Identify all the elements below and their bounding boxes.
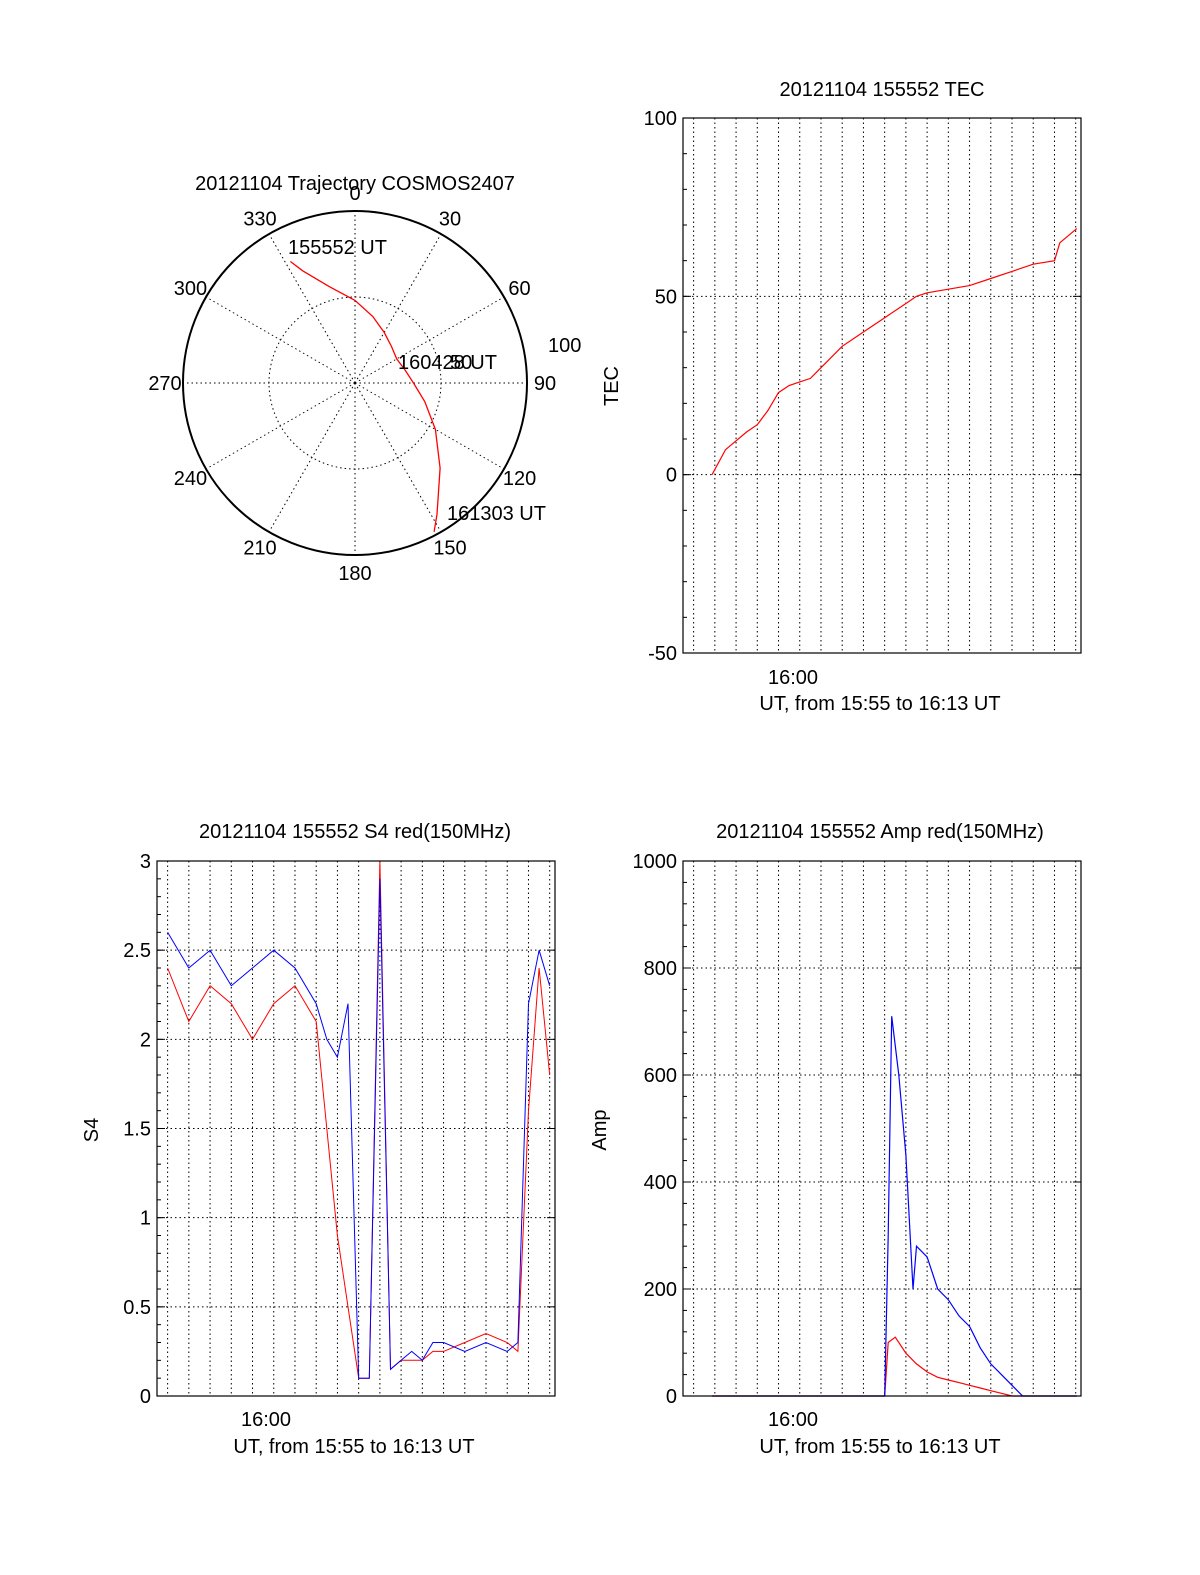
amp-y-axis-label: Amp <box>589 1109 611 1150</box>
trajectory-angle-label: 30 <box>439 208 461 230</box>
amp-y-ticks: 1000 800 600 400 200 0 <box>633 851 1081 1408</box>
tec-y-axis-label: TEC <box>601 366 623 406</box>
s4-y-tick-label: 1.5 <box>123 1119 151 1141</box>
tec-x-tick-label: 16:00 <box>768 667 818 689</box>
s4-series-blue-line <box>167 878 551 1379</box>
trajectory-angle-label: 0 <box>349 183 360 205</box>
trajectory-angle-label: 270 <box>148 373 181 395</box>
trajectory-radius-label-100: 100 <box>548 335 581 357</box>
trajectory-spoke <box>354 296 505 384</box>
trajectory-angle-label: 90 <box>534 373 556 395</box>
s4-title: 20121104 155552 S4 red(150MHz) <box>199 821 511 843</box>
s4-y-tick-label: 0.5 <box>123 1297 151 1319</box>
s4-y-tick-label: 2 <box>140 1029 151 1051</box>
amp-grid <box>683 861 1081 1396</box>
trajectory-angle-label: 300 <box>174 278 207 300</box>
trajectory-angle-labels: 0 30 60 90 120 150 180 210 240 270 300 330 <box>148 183 556 585</box>
amp-x-tick-label: 16:00 <box>768 1409 818 1431</box>
amp-series-blue-line <box>712 1016 1077 1397</box>
trajectory-angle-label: 150 <box>433 538 466 560</box>
trajectory-angle-label: 60 <box>508 278 530 300</box>
trajectory-radius-label-50: 50 <box>450 352 472 374</box>
amp-y-tick-label: 400 <box>644 1172 677 1194</box>
trajectory-curve <box>290 260 441 532</box>
trajectory-spokes <box>183 211 527 555</box>
trajectory-angle-label: 120 <box>503 468 536 490</box>
s4-x-axis-label: UT, from 15:55 to 16:13 UT <box>233 1436 474 1458</box>
tec-series-line <box>711 228 1078 475</box>
trajectory-angle-label: 180 <box>338 563 371 585</box>
tec-title: 20121104 155552 TEC <box>780 79 985 101</box>
tec-y-tick-label: 100 <box>644 108 677 130</box>
tec-x-axis-label: UT, from 15:55 to 16:13 UT <box>759 693 1000 715</box>
trajectory-mid-label: 160428 UT <box>398 352 497 374</box>
trajectory-angle-label: 210 <box>243 538 276 560</box>
trajectory-spoke <box>205 296 356 384</box>
s4-y-tick-label: 1 <box>140 1208 151 1230</box>
s4-y-axis-label: S4 <box>81 1118 103 1142</box>
tec-y-tick-label: 50 <box>655 286 677 308</box>
trajectory-angle-label: 330 <box>243 208 276 230</box>
s4-y-tick-label: 2.5 <box>123 940 151 962</box>
trajectory-spoke <box>354 382 442 533</box>
s4-plot-frame <box>156 860 556 1397</box>
amp-y-tick-label: 600 <box>644 1065 677 1087</box>
s4-y-tick-label: 0 <box>140 1386 151 1408</box>
s4-y-tick-label: 3 <box>140 851 151 873</box>
s4-y-ticks: 3 2.5 2 1.5 1 0.5 0 <box>123 851 555 1408</box>
s4-grid <box>157 861 555 1396</box>
amp-series-red-line <box>712 1336 1077 1397</box>
trajectory-spoke <box>268 233 356 384</box>
trajectory-spoke <box>354 382 505 470</box>
trajectory-panel: 20121104 Trajectory COSMOS2407 0 30 60 90 12… <box>148 173 581 585</box>
amp-y-tick-label: 200 <box>644 1279 677 1301</box>
amp-plot-frame <box>682 860 1082 1397</box>
trajectory-spoke <box>205 382 356 470</box>
tec-grid <box>683 118 1081 653</box>
amp-y-tick-label: 800 <box>644 958 677 980</box>
tec-y-tick-label: -50 <box>648 643 677 665</box>
amp-title: 20121104 155552 Amp red(150MHz) <box>716 821 1044 843</box>
trajectory-spoke <box>268 382 356 533</box>
amp-y-tick-label: 1000 <box>633 851 678 873</box>
trajectory-spoke <box>354 233 442 384</box>
s4-panel: 20121104 155552 S4 red(150MHz) 3 2.5 2 1.5 1… <box>81 821 556 1458</box>
s4-x-tick-label: 16:00 <box>241 1409 291 1431</box>
trajectory-angle-label: 240 <box>174 468 207 490</box>
tec-plot-frame <box>682 117 1082 654</box>
trajectory-end-label: 161303 UT <box>447 503 546 525</box>
amp-y-tick-label: 0 <box>666 1386 677 1408</box>
amp-panel: 20121104 155552 Amp red(150MHz) 1000 800 6… <box>589 821 1082 1458</box>
tec-panel: 20121104 155552 TEC 100 50 0 -50 16:00 UT, … <box>601 79 1082 715</box>
tec-y-tick-label: 0 <box>666 465 677 487</box>
trajectory-title: 20121104 Trajectory COSMOS2407 <box>195 173 515 195</box>
amp-x-axis-label: UT, from 15:55 to 16:13 UT <box>759 1436 1000 1458</box>
tec-y-ticks: 100 50 0 -50 <box>644 108 1081 665</box>
trajectory-start-label: 155552 UT <box>288 237 387 259</box>
